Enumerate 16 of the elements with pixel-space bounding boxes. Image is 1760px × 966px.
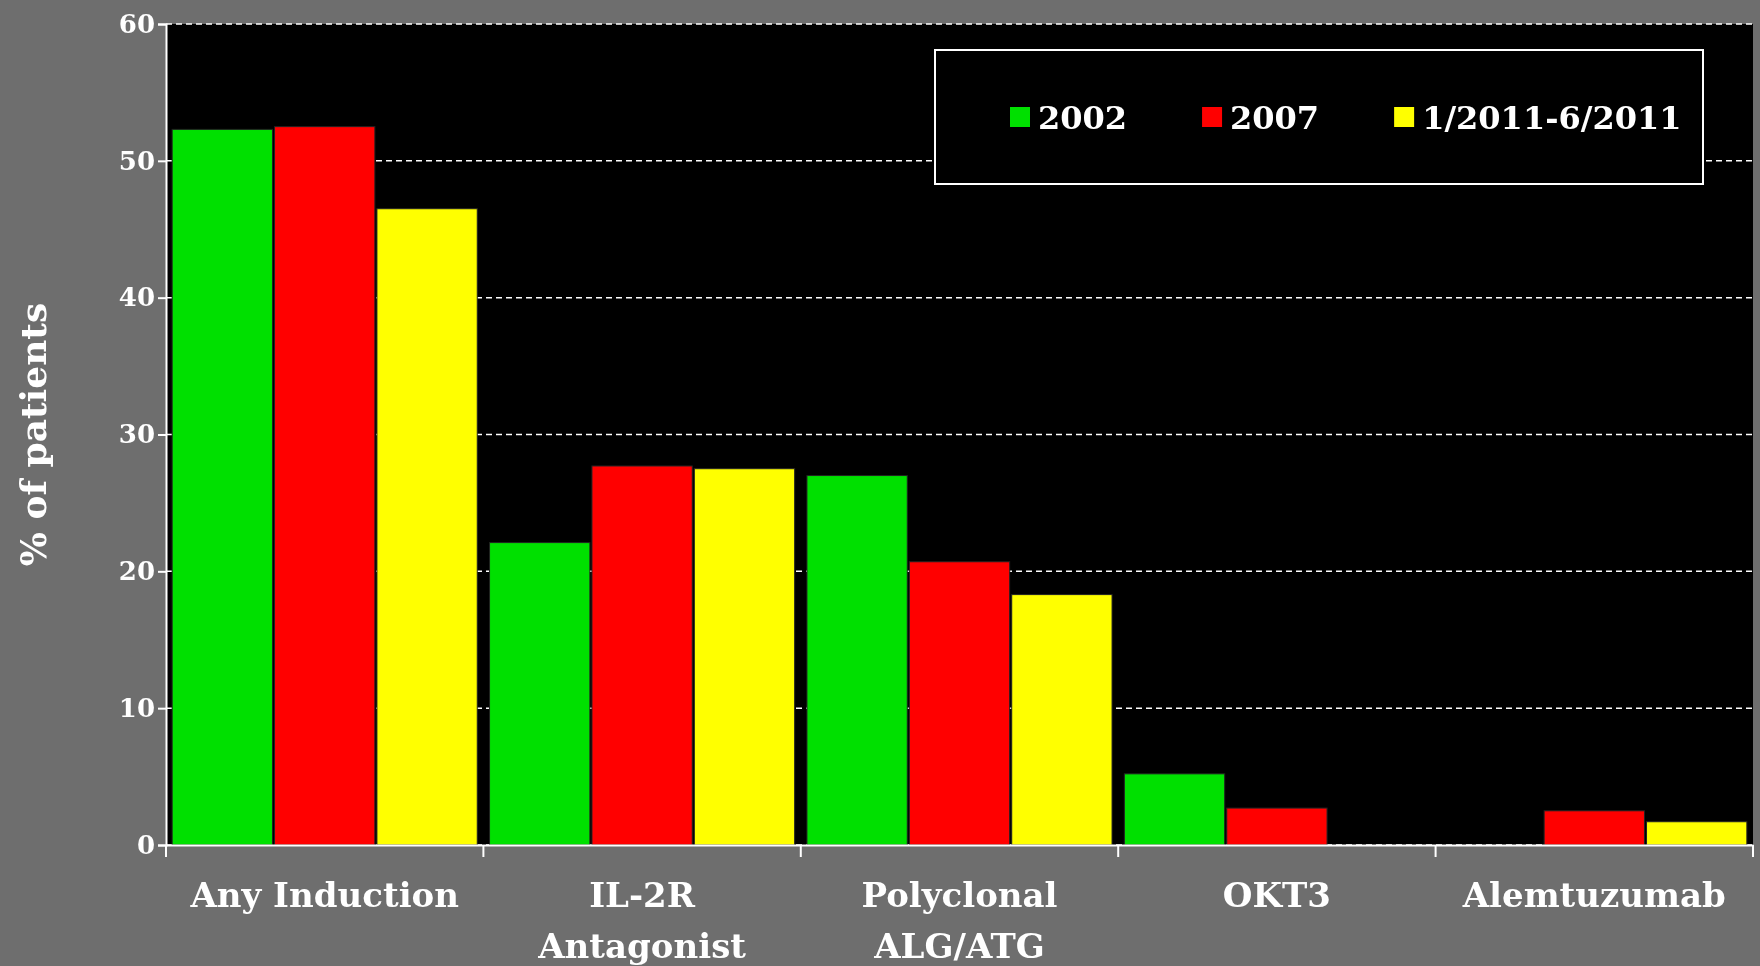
x-tick-label: IL-2R Antagonist xyxy=(537,875,747,966)
legend-label: 2002 xyxy=(1038,99,1128,137)
y-tick-label: 60 xyxy=(118,8,155,39)
y-tick-label: 0 xyxy=(136,829,155,860)
x-tick-label: Any Induction xyxy=(189,875,459,915)
y-tick-label: 40 xyxy=(118,282,155,313)
y-tick-label: 30 xyxy=(118,419,155,450)
y-axis-title: % of patients xyxy=(12,302,54,567)
y-tick-label: 50 xyxy=(118,145,155,176)
legend-label: 2007 xyxy=(1230,99,1320,137)
y-tick-label: 20 xyxy=(118,556,155,587)
legend-label: 1/2011-6/2011 xyxy=(1422,99,1682,137)
y-tick-label: 10 xyxy=(118,692,155,723)
x-tick-label: Polyclonal ALG/ATG xyxy=(861,875,1058,966)
x-tick-label: OKT3 xyxy=(1222,875,1331,915)
x-tick-label: Alemtuzumab xyxy=(1461,875,1726,915)
